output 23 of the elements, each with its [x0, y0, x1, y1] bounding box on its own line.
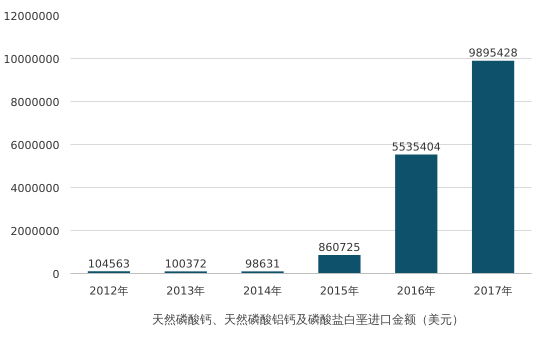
x-tick-label: 2017年	[474, 284, 513, 298]
data-label: 5535404	[392, 140, 441, 154]
x-tick-label: 2015年	[320, 284, 359, 298]
y-tick-label: 8000000	[10, 96, 60, 109]
text: 天然磷酸钙、天然磷酸铝钙及磷酸盐白垩进口金额（美元）	[152, 312, 464, 328]
x-tick-label: 2013年	[166, 284, 206, 298]
y-tick-label: 12000000	[4, 10, 60, 23]
y-tick-label: 2000000	[10, 225, 60, 238]
data-label: 9895428	[468, 46, 518, 60]
data-label: 100372	[164, 257, 207, 270]
bar	[395, 154, 438, 274]
data-label: 860725	[318, 240, 360, 254]
y-tick-label: 10000000	[4, 53, 60, 66]
x-tick-label: 2014年	[243, 284, 282, 298]
y-tick-label: 0	[52, 268, 60, 281]
x-tick-label: 2012年	[89, 284, 128, 298]
x-tick-label: 2016年	[396, 284, 436, 298]
bar	[472, 60, 514, 274]
bar	[318, 254, 361, 274]
data-label: 104563	[88, 257, 130, 270]
y-tick-label: 6000000	[10, 139, 60, 152]
data-label: 98631	[245, 257, 280, 270]
y-tick-label: 4000000	[10, 182, 60, 195]
